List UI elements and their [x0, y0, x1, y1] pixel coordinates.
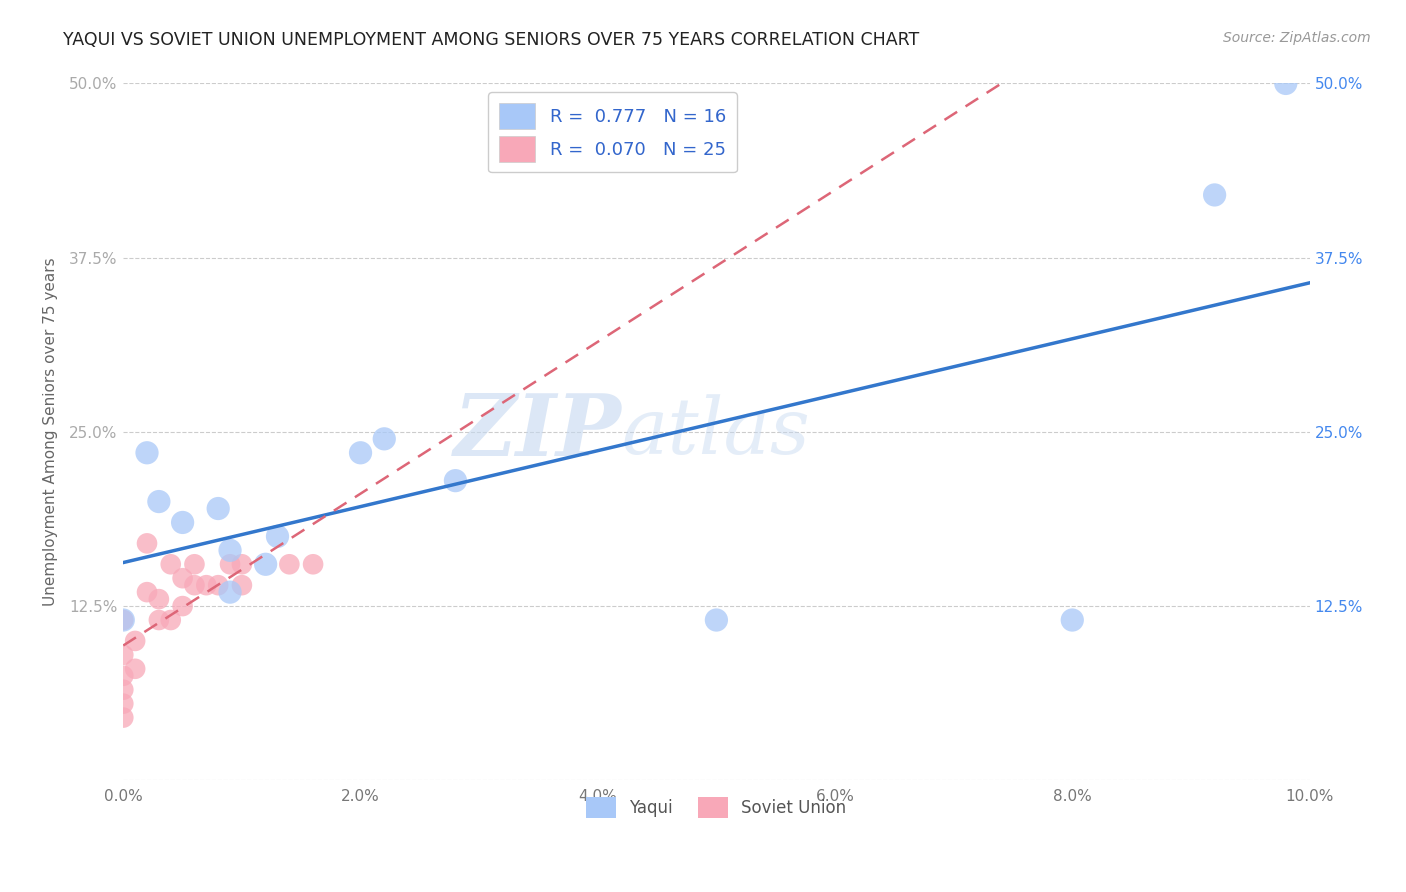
- Point: [195, 578, 218, 592]
- Point: [112, 613, 135, 627]
- Point: [1275, 77, 1298, 91]
- Point: [124, 662, 146, 676]
- Text: Source: ZipAtlas.com: Source: ZipAtlas.com: [1223, 31, 1371, 45]
- Point: [159, 558, 181, 572]
- Point: [112, 682, 135, 697]
- Point: [1062, 613, 1084, 627]
- Point: [172, 516, 194, 530]
- Point: [112, 648, 135, 662]
- Legend: Yaqui, Soviet Union: Yaqui, Soviet Union: [579, 790, 853, 824]
- Point: [136, 585, 159, 599]
- Point: [207, 501, 229, 516]
- Point: [207, 578, 229, 592]
- Y-axis label: Unemployment Among Seniors over 75 years: Unemployment Among Seniors over 75 years: [44, 258, 58, 607]
- Point: [112, 697, 135, 711]
- Point: [231, 558, 253, 572]
- Point: [219, 543, 242, 558]
- Point: [278, 558, 301, 572]
- Point: [302, 558, 325, 572]
- Point: [444, 474, 467, 488]
- Point: [219, 585, 242, 599]
- Point: [231, 578, 253, 592]
- Text: ZIP: ZIP: [454, 390, 621, 474]
- Point: [219, 558, 242, 572]
- Point: [172, 571, 194, 585]
- Point: [148, 592, 170, 607]
- Point: [148, 613, 170, 627]
- Point: [112, 710, 135, 724]
- Point: [373, 432, 395, 446]
- Point: [349, 446, 371, 460]
- Point: [1204, 188, 1226, 202]
- Point: [266, 529, 288, 543]
- Text: YAQUI VS SOVIET UNION UNEMPLOYMENT AMONG SENIORS OVER 75 YEARS CORRELATION CHART: YAQUI VS SOVIET UNION UNEMPLOYMENT AMONG…: [63, 31, 920, 49]
- Point: [124, 634, 146, 648]
- Point: [183, 578, 205, 592]
- Point: [136, 536, 159, 550]
- Point: [172, 599, 194, 613]
- Point: [159, 613, 181, 627]
- Text: atlas: atlas: [621, 393, 810, 470]
- Point: [136, 446, 159, 460]
- Point: [112, 613, 135, 627]
- Point: [148, 494, 170, 508]
- Point: [112, 669, 135, 683]
- Point: [254, 558, 277, 572]
- Point: [706, 613, 728, 627]
- Point: [183, 558, 205, 572]
